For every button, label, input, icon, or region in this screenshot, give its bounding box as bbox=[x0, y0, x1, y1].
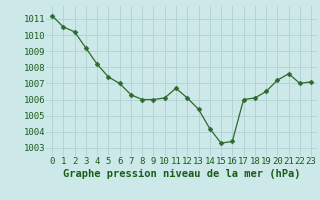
X-axis label: Graphe pression niveau de la mer (hPa): Graphe pression niveau de la mer (hPa) bbox=[63, 169, 300, 179]
